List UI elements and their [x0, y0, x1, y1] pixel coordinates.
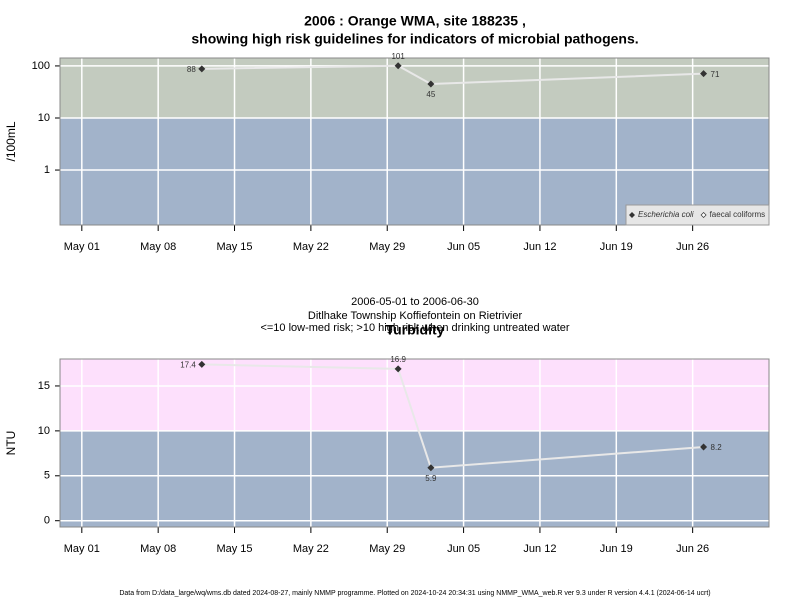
legend-marker	[700, 212, 707, 218]
x-tick-label: May 01	[64, 241, 100, 253]
data-label: 101	[391, 52, 405, 61]
data-point	[394, 62, 402, 70]
x-tick-label: Jun 19	[600, 543, 633, 555]
data-point	[427, 80, 435, 88]
data-point	[427, 464, 435, 472]
footer: Data from D:/data_large/wq/wms.db dated …	[119, 590, 710, 597]
x-tick-label: May 29	[369, 543, 405, 555]
data-label: 16.9	[390, 355, 406, 364]
x-tick-label: Jun 12	[523, 241, 556, 253]
data-label: 8.2	[711, 443, 723, 452]
legend-label: faecal coliforms	[710, 210, 766, 219]
data-point	[198, 360, 206, 368]
x-tick-label: Jun 26	[676, 543, 709, 555]
plot-frame	[59, 57, 770, 226]
chart-title: 2006 : Orange WMA, site 188235 ,	[304, 13, 526, 29]
data-label: 5.9	[425, 474, 437, 483]
x-tick-label: Jun 05	[447, 543, 480, 555]
low-risk-band	[60, 430, 769, 527]
x-tick-label: Jun 19	[600, 241, 633, 253]
x-tick-label: Jun 26	[676, 241, 709, 253]
y-axis-label: NTU	[4, 431, 18, 456]
x-tick-label: May 22	[293, 543, 329, 555]
data-label: 71	[711, 70, 720, 79]
x-tick-label: May 01	[64, 543, 100, 555]
x-tick-label: Jun 05	[447, 241, 480, 253]
caption: <=10 low-med risk; >10 high risk when dr…	[260, 322, 569, 334]
x-tick-label: May 15	[216, 241, 252, 253]
y-tick-label: 10	[38, 112, 50, 124]
data-label: 45	[426, 90, 435, 99]
plot-frame	[59, 358, 770, 528]
y-tick-label: 10	[38, 425, 50, 437]
caption: Ditlhake Township Koffiefontein on Rietr…	[308, 310, 523, 322]
data-point	[700, 443, 708, 451]
caption: 2006-05-01 to 2006-06-30	[351, 296, 479, 308]
legend-box	[625, 204, 770, 226]
data-point	[394, 365, 402, 373]
y-tick-label: 15	[38, 380, 50, 392]
y-tick-label: 5	[44, 470, 50, 482]
y-axis-label: /100mL	[4, 121, 18, 161]
chart-title: Turbidity	[386, 322, 445, 338]
x-tick-label: May 22	[293, 241, 329, 253]
series-line	[201, 64, 704, 85]
series-line	[201, 363, 704, 469]
data-label: 88	[187, 65, 196, 74]
data-point	[198, 65, 206, 73]
legend-label: Escherichia coli	[638, 210, 694, 219]
data-label: 17.4	[180, 360, 196, 369]
x-tick-label: May 29	[369, 241, 405, 253]
x-tick-label: May 08	[140, 543, 176, 555]
x-tick-label: Jun 12	[523, 543, 556, 555]
y-tick-label: 100	[32, 60, 50, 72]
data-point	[700, 70, 708, 78]
legend-marker	[629, 212, 635, 218]
high-risk-band	[60, 58, 769, 118]
x-tick-label: May 15	[216, 543, 252, 555]
y-tick-label: 0	[44, 515, 50, 527]
y-tick-label: 1	[44, 164, 50, 176]
chart-title: showing high risk guidelines for indicat…	[191, 31, 638, 47]
x-tick-label: May 08	[140, 241, 176, 253]
